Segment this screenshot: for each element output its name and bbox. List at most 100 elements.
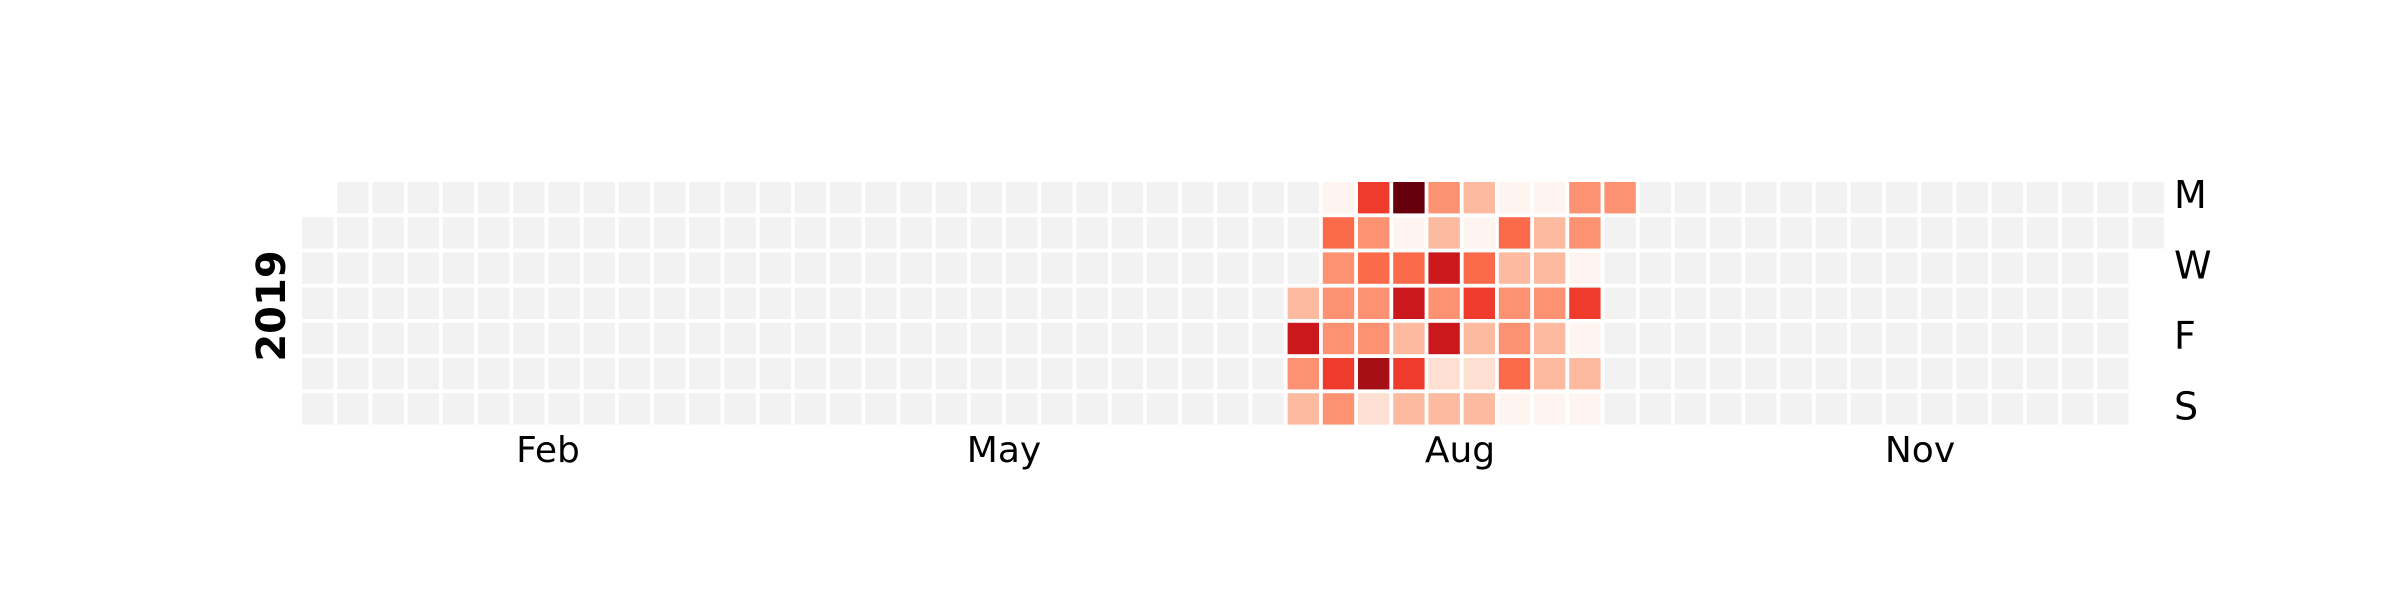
heatmap-cell-empty — [2026, 252, 2059, 284]
weekday-label: F — [2174, 314, 2196, 358]
heatmap-cell-empty — [1182, 322, 1214, 355]
heatmap-cell-empty — [407, 287, 439, 319]
heatmap-cell-active — [1393, 182, 1425, 214]
heatmap-cell-active — [1322, 358, 1355, 390]
heatmap-cell-empty — [1639, 182, 1671, 214]
heatmap-cell-active — [1428, 252, 1460, 284]
heatmap-cell-empty — [1710, 393, 1742, 425]
heatmap-cell-empty — [1921, 217, 1953, 249]
heatmap-cell-empty — [1639, 252, 1671, 284]
heatmap-cell-empty — [2062, 287, 2094, 319]
heatmap-cell-empty — [513, 358, 545, 390]
heatmap-cell-empty — [2097, 252, 2129, 284]
heatmap-cell-empty — [1217, 358, 1249, 390]
heatmap-cell-empty — [548, 182, 580, 214]
heatmap-cell-empty — [2062, 393, 2094, 425]
heatmap-cell-empty — [1006, 393, 1038, 425]
heatmap-cell-empty — [1921, 182, 1953, 214]
heatmap-cell-empty — [654, 252, 686, 284]
heatmap-cell-empty — [1076, 322, 1108, 355]
heatmap-cell-empty — [1745, 182, 1777, 214]
heatmap-cell-empty — [372, 252, 404, 284]
heatmap-cell-empty — [900, 393, 932, 425]
heatmap-cell-empty — [1886, 322, 1918, 355]
heatmap-cell-active — [1358, 322, 1390, 355]
heatmap-cell-empty — [689, 322, 721, 355]
heatmap-cell-empty — [1780, 217, 1812, 249]
heatmap-cell-empty — [1146, 322, 1179, 355]
heatmap-cell-empty — [2026, 322, 2059, 355]
heatmap-cell-active — [1569, 322, 1601, 355]
heatmap-cell-active — [1322, 217, 1355, 249]
heatmap-cell-active — [1534, 358, 1566, 390]
heatmap-cell-active — [1569, 287, 1601, 319]
heatmap-cell-empty — [1921, 358, 1953, 390]
heatmap-cell-empty — [1921, 287, 1953, 319]
heatmap-cell-active — [1498, 182, 1531, 214]
heatmap-cell-empty — [689, 393, 721, 425]
heatmap-cell-empty — [1182, 182, 1214, 214]
heatmap-cell-empty — [1710, 217, 1742, 249]
heatmap-cell-empty — [724, 358, 756, 390]
heatmap-cell-empty — [442, 182, 475, 214]
heatmap-cell-active — [1393, 393, 1425, 425]
heatmap-cell-empty — [1041, 252, 1073, 284]
heatmap-cell-empty — [935, 358, 967, 390]
heatmap-cell-empty — [1850, 393, 1883, 425]
weekday-label: M — [2174, 173, 2207, 217]
heatmap-cell-active — [1463, 252, 1495, 284]
heatmap-cell-empty — [1006, 182, 1038, 214]
heatmap-cell-active — [1287, 393, 1319, 425]
heatmap-cell-empty — [2097, 393, 2129, 425]
heatmap-cell-empty — [865, 252, 897, 284]
heatmap-cell-empty — [302, 252, 334, 284]
heatmap-cell-empty — [1639, 217, 1671, 249]
heatmap-cell-empty — [1956, 252, 1988, 284]
heatmap-cell-empty — [442, 252, 475, 284]
heatmap-cell-empty — [1956, 393, 1988, 425]
heatmap-cell-empty — [1674, 252, 1707, 284]
heatmap-cell-empty — [1780, 252, 1812, 284]
heatmap-cell-empty — [302, 217, 334, 249]
heatmap-cell-active — [1498, 217, 1531, 249]
heatmap-cell-empty — [1041, 217, 1073, 249]
heatmap-cell-empty — [830, 252, 862, 284]
heatmap-cell-empty — [337, 182, 369, 214]
heatmap-cell-empty — [1710, 322, 1742, 355]
heatmap-cell-empty — [513, 287, 545, 319]
heatmap-cell-empty — [1639, 393, 1671, 425]
heatmap-cell-empty — [724, 322, 756, 355]
heatmap-cell-empty — [1041, 322, 1073, 355]
heatmap-cell-empty — [1710, 287, 1742, 319]
heatmap-cell-empty — [689, 287, 721, 319]
heatmap-cell-empty — [583, 287, 615, 319]
heatmap-cell-empty — [337, 358, 369, 390]
heatmap-cell-empty — [1674, 393, 1707, 425]
heatmap-cell-empty — [372, 287, 404, 319]
heatmap-cell-active — [1358, 287, 1390, 319]
heatmap-cell-empty — [794, 217, 827, 249]
heatmap-cell-empty — [513, 393, 545, 425]
heatmap-cell-active — [1393, 252, 1425, 284]
heatmap-cell-empty — [407, 252, 439, 284]
heatmap-cell-empty — [1252, 358, 1284, 390]
heatmap-cell-empty — [724, 393, 756, 425]
heatmap-cell-empty — [1041, 358, 1073, 390]
heatmap-cell-empty — [548, 393, 580, 425]
heatmap-cell-empty — [1956, 358, 1988, 390]
heatmap-cell-empty — [1815, 322, 1847, 355]
heatmap-cell-empty — [1041, 287, 1073, 319]
heatmap-cell-empty — [302, 358, 334, 390]
heatmap-cell-empty — [583, 182, 615, 214]
heatmap-cell-empty — [618, 322, 651, 355]
heatmap-cell-empty — [372, 217, 404, 249]
heatmap-cell-empty — [1850, 217, 1883, 249]
heatmap-cell-empty — [794, 322, 827, 355]
heatmap-cell-empty — [1604, 252, 1636, 284]
heatmap-cell-empty — [583, 252, 615, 284]
heatmap-cell-empty — [654, 358, 686, 390]
heatmap-cell-empty — [372, 393, 404, 425]
heatmap-cell-empty — [1287, 217, 1319, 249]
heatmap-cell-empty — [407, 322, 439, 355]
